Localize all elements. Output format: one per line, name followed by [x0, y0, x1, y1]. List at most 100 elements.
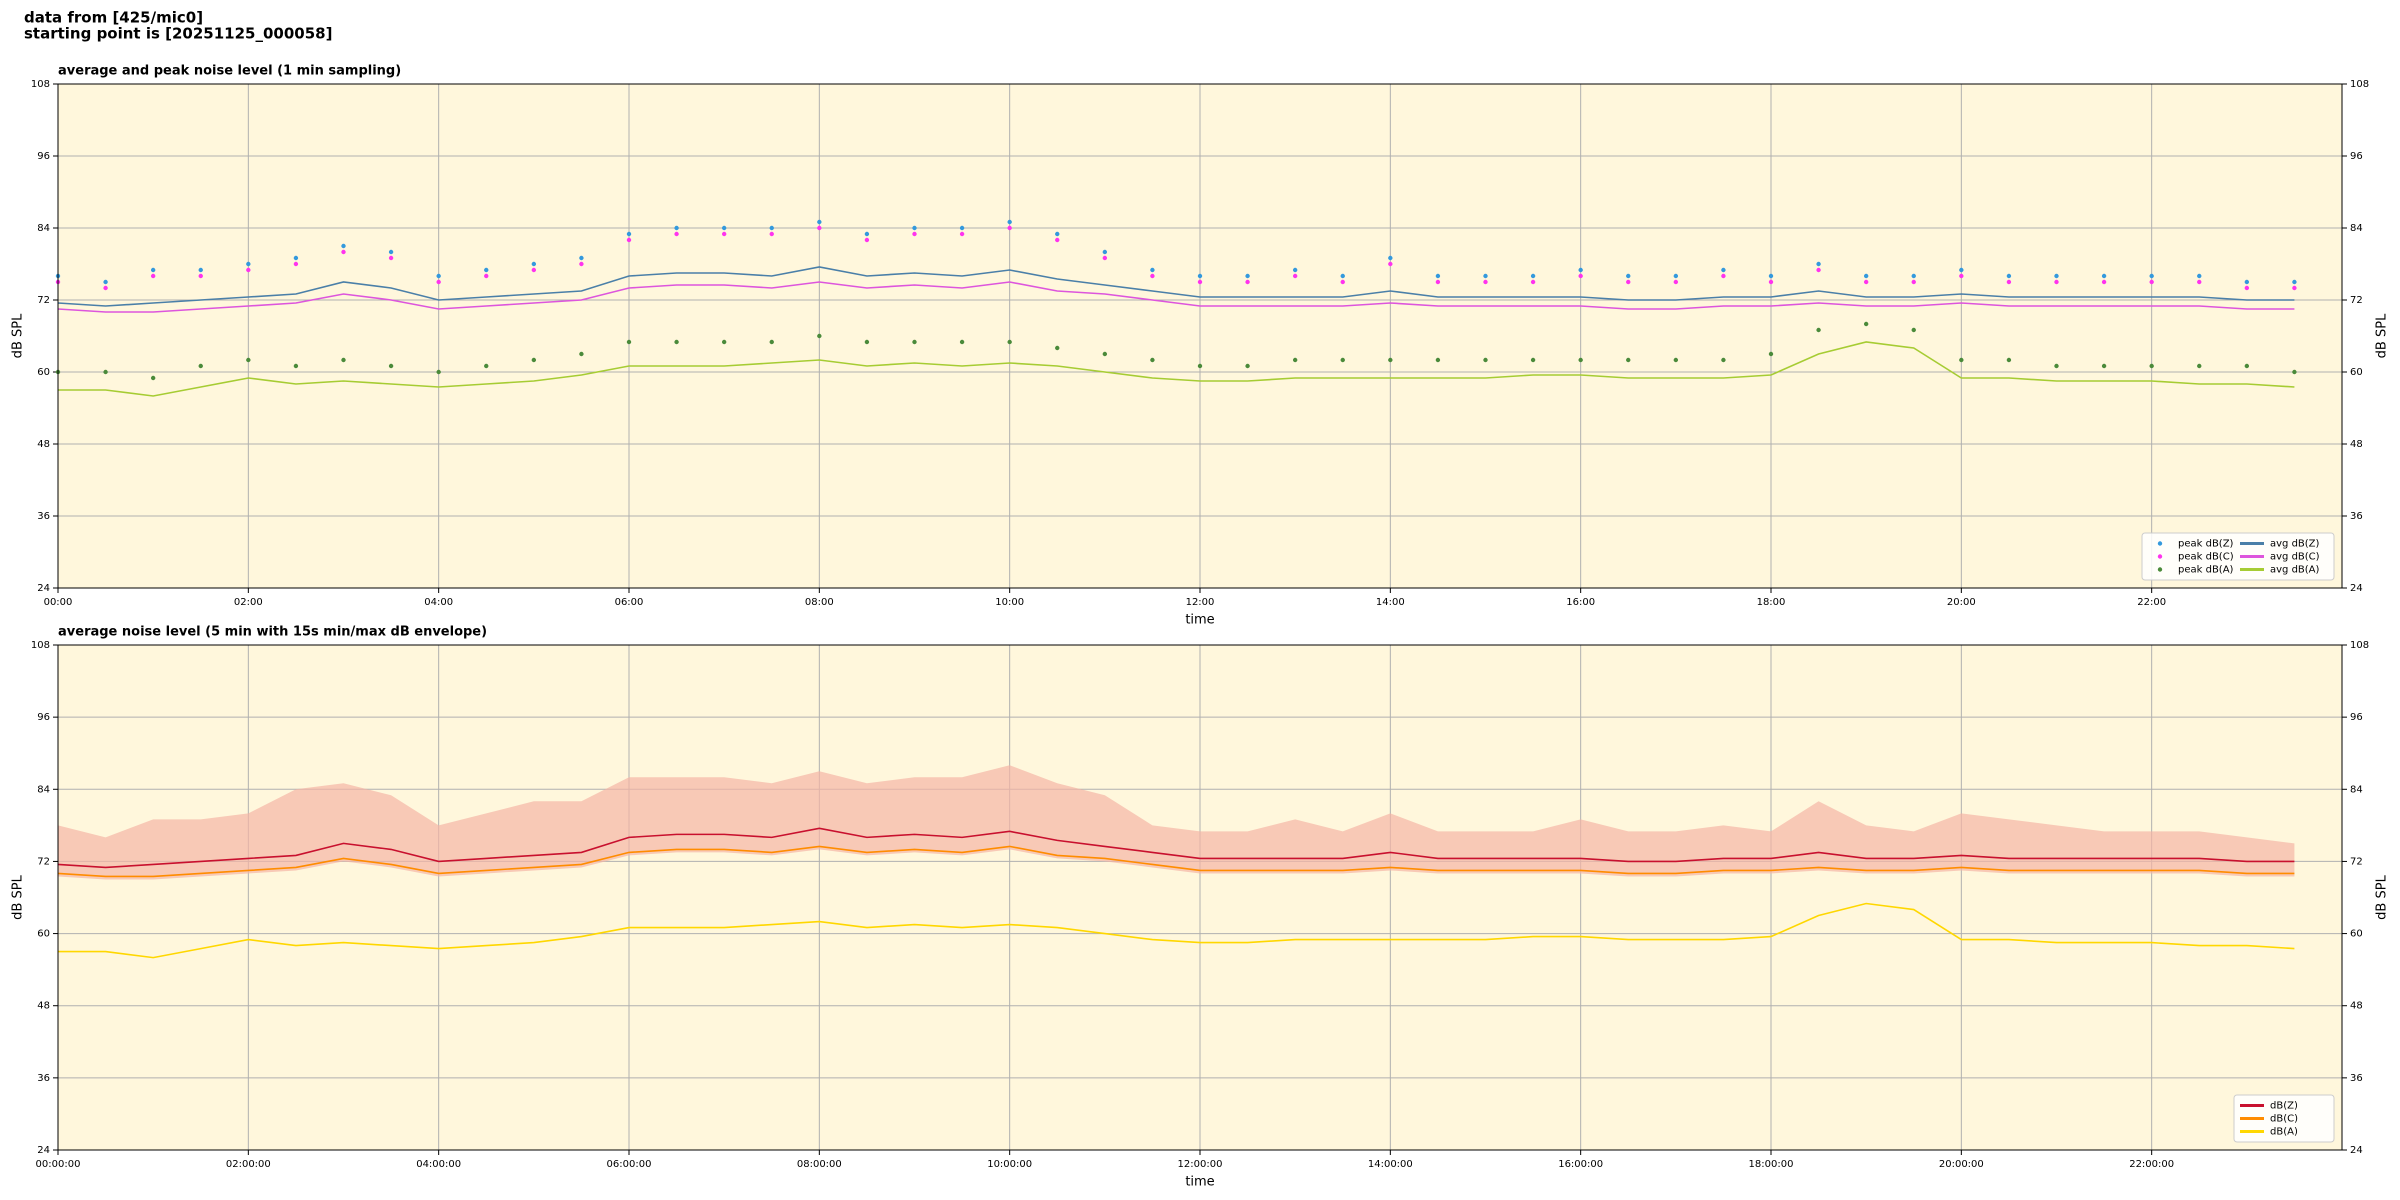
plot-title: average noise level (5 min with 15s min/… — [58, 625, 487, 640]
peak-point — [1816, 267, 1821, 273]
y-tick-label: 36 — [37, 1073, 50, 1084]
peak-point — [1292, 273, 1298, 279]
peak-point — [2244, 285, 2250, 291]
y-tick-label: 24 — [37, 583, 50, 594]
peak-point — [1626, 279, 1631, 285]
x-tick-label: 06:00 — [615, 597, 644, 608]
x-axis-label: time — [1185, 1175, 1214, 1190]
header-line: starting point is [20251125_000058] — [24, 25, 332, 43]
peak-point — [1245, 273, 1250, 279]
peak-point — [1435, 357, 1441, 363]
peak-point — [769, 231, 774, 237]
peak-point — [1816, 261, 1821, 267]
legend-label: peak dB(C) — [2178, 552, 2234, 563]
peak-point — [2006, 279, 2012, 285]
header-line: data from [425/mic0] — [24, 9, 203, 27]
peak-point — [531, 261, 537, 267]
legend-label: dB(Z) — [2270, 1101, 2298, 1112]
peak-point — [1768, 351, 1774, 357]
peak-point — [1578, 357, 1583, 363]
peak-point — [721, 225, 727, 231]
x-tick-label: 04:00:00 — [416, 1159, 461, 1170]
peak-point — [817, 219, 822, 225]
peak-point — [1150, 357, 1155, 363]
y-tick-label: 48 — [37, 1001, 50, 1012]
series-line — [57, 266, 2295, 307]
peak-point — [626, 237, 632, 243]
peak-point — [1435, 279, 1441, 285]
peak-point — [1626, 273, 1631, 279]
x-tick-label: 12:00:00 — [1178, 1159, 1223, 1170]
peak-point — [769, 225, 774, 231]
peak-point — [1911, 327, 1916, 333]
y-tick-label: 108 — [31, 640, 50, 651]
peak-point — [1197, 279, 1203, 285]
peak-point — [436, 273, 441, 279]
peak-point — [293, 261, 299, 267]
peak-point — [2101, 279, 2107, 285]
x-tick-label: 02:00 — [234, 597, 263, 608]
y2-tick-label: 36 — [2350, 511, 2363, 522]
peak-point — [817, 225, 822, 231]
y2-tick-label: 96 — [2350, 712, 2363, 723]
peak-point — [579, 351, 584, 357]
plot-frame — [57, 644, 2343, 1151]
y-tick-label: 84 — [37, 223, 50, 234]
y2-tick-label: 72 — [2350, 856, 2363, 867]
x-tick-label: 02:00:00 — [226, 1159, 271, 1170]
y-tick-label: 48 — [37, 439, 50, 450]
peak-point — [959, 231, 965, 237]
y-tick-label: 36 — [37, 511, 50, 522]
peak-point — [864, 237, 870, 243]
peak-point — [1863, 273, 1869, 279]
peak-point — [484, 363, 489, 369]
peak-point — [2054, 363, 2059, 369]
y2-tick-label: 24 — [2350, 1145, 2363, 1156]
peak-point — [1911, 273, 1916, 279]
x-tick-label: 18:00:00 — [1749, 1159, 1794, 1170]
peak-point — [150, 273, 156, 279]
y-axis-label: dB SPL — [11, 313, 26, 358]
peak-point — [1340, 357, 1345, 363]
peak-point — [1435, 273, 1441, 279]
x-tick-label: 04:00 — [424, 597, 453, 608]
peak-point — [1245, 279, 1250, 285]
peak-point — [2054, 279, 2059, 285]
peak-point — [2054, 273, 2059, 279]
y2-tick-label: 48 — [2350, 1001, 2363, 1012]
peak-point — [674, 339, 679, 345]
y-tick-label: 96 — [37, 712, 50, 723]
y2-tick-label: 96 — [2350, 151, 2363, 162]
peak-point — [721, 339, 727, 345]
series-line — [57, 845, 2295, 878]
legend-label: avg dB(Z) — [2270, 539, 2320, 550]
peak-point — [721, 231, 727, 237]
peak-point — [388, 249, 394, 255]
peak-point — [674, 231, 679, 237]
legend-label: dB(C) — [2270, 1114, 2298, 1125]
y2-axis-label: dB SPL — [2375, 874, 2390, 919]
x-tick-label: 00:00:00 — [36, 1159, 81, 1170]
peak-point — [2292, 279, 2297, 285]
peak-point — [1530, 273, 1536, 279]
y2-tick-label: 84 — [2350, 223, 2363, 234]
series-line — [58, 341, 2295, 397]
peak-point — [1530, 279, 1536, 285]
x-tick-label: 12:00 — [1186, 597, 1215, 608]
peak-point — [1768, 273, 1774, 279]
peak-point — [1102, 351, 1108, 357]
peak-point — [1055, 231, 1060, 237]
x-tick-label: 14:00 — [1376, 597, 1405, 608]
peak-point — [1959, 267, 1964, 273]
y2-tick-label: 60 — [2350, 929, 2363, 940]
x-tick-label: 08:00:00 — [797, 1159, 842, 1170]
peak-point — [1292, 357, 1298, 363]
plot-frame — [57, 83, 2343, 589]
x-tick-label: 20:00 — [1947, 597, 1976, 608]
x-axis-label: time — [1185, 613, 1214, 628]
peak-point — [1721, 267, 1726, 273]
peak-point — [103, 285, 108, 291]
peak-point — [1578, 267, 1583, 273]
peak-point — [864, 339, 870, 345]
